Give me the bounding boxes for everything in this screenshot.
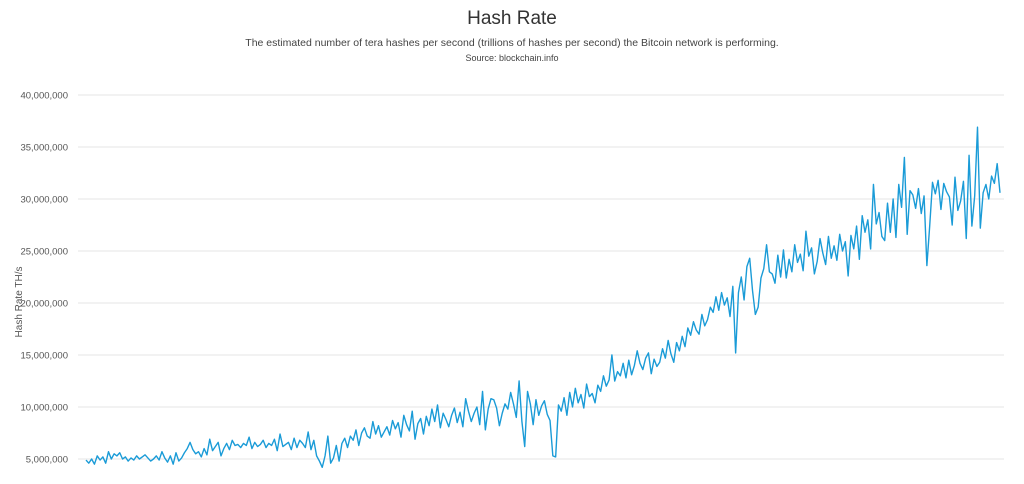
chart-subtitle: The estimated number of tera hashes per … <box>245 37 779 49</box>
y-tick-label: 35,000,000 <box>20 143 68 154</box>
y-axis-title: Hash Rate TH/s <box>14 267 25 338</box>
y-tick-label: 30,000,000 <box>20 195 68 206</box>
y-tick-label: 25,000,000 <box>20 247 68 258</box>
y-tick-label: 15,000,000 <box>20 351 68 362</box>
series-line-hash-rate <box>85 126 1001 469</box>
chart-source: Source: blockchain.info <box>465 53 559 63</box>
y-tick-label: 10,000,000 <box>20 403 68 414</box>
series-layer <box>85 126 1001 469</box>
y-axis-ticks: 5,000,000 10,000,000 15,000,000 20,000,000 2… <box>20 91 68 466</box>
chart-title: Hash Rate <box>467 8 557 29</box>
y-tick-label: 20,000,000 <box>20 299 68 310</box>
y-tick-label: 5,000,000 <box>26 455 68 466</box>
y-tick-label: 40,000,000 <box>20 91 68 102</box>
grid-lines <box>78 94 1004 460</box>
